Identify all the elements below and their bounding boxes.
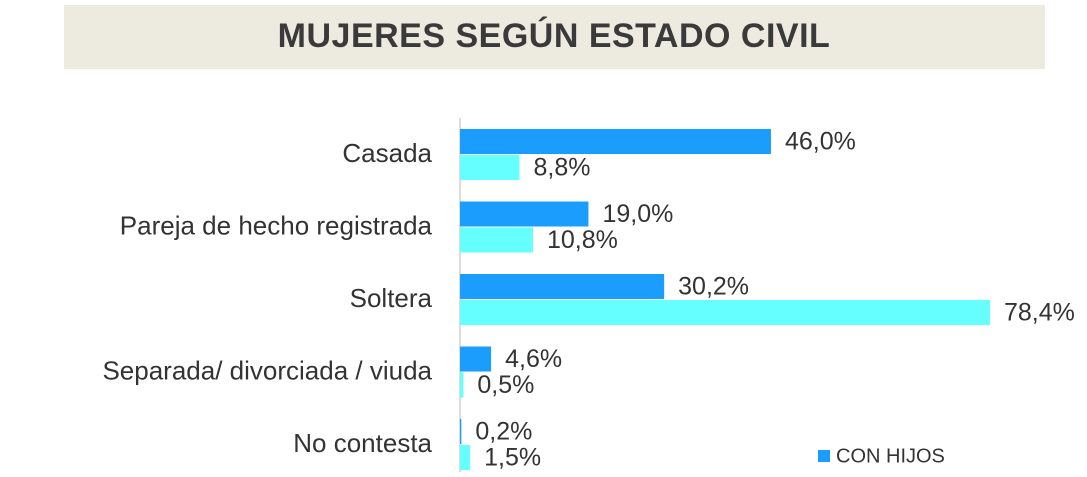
bar bbox=[460, 129, 771, 154]
category-label: Soltera bbox=[350, 283, 433, 313]
value-label: 30,2% bbox=[678, 273, 749, 301]
bar bbox=[460, 372, 464, 398]
bar bbox=[460, 346, 492, 372]
bar bbox=[460, 419, 462, 444]
category-label: Separada/ divorciada / viuda bbox=[102, 355, 432, 385]
value-label: 0,5% bbox=[477, 371, 534, 399]
bar bbox=[460, 155, 520, 180]
bar bbox=[460, 274, 665, 299]
value-label: 8,8% bbox=[533, 154, 590, 182]
legend-swatch bbox=[818, 450, 830, 462]
legend-label: CON HIJOS bbox=[836, 445, 945, 467]
value-label: 1,5% bbox=[484, 444, 541, 472]
bar bbox=[460, 445, 471, 470]
category-label: No contesta bbox=[293, 428, 432, 458]
bar bbox=[460, 201, 589, 227]
bar bbox=[460, 227, 534, 253]
value-label: 19,0% bbox=[602, 200, 673, 228]
category-label: Pareja de hecho registrada bbox=[120, 210, 433, 240]
title-box bbox=[64, 5, 1045, 69]
value-label: 78,4% bbox=[1004, 299, 1075, 327]
value-label: 4,6% bbox=[505, 345, 562, 373]
value-label: 0,2% bbox=[475, 418, 532, 446]
category-label: Casada bbox=[342, 138, 432, 168]
chart-title: MUJERES SEGÚN ESTADO CIVIL bbox=[278, 17, 831, 55]
value-label: 46,0% bbox=[785, 128, 856, 156]
bar bbox=[460, 300, 990, 325]
value-label: 10,8% bbox=[547, 226, 618, 254]
